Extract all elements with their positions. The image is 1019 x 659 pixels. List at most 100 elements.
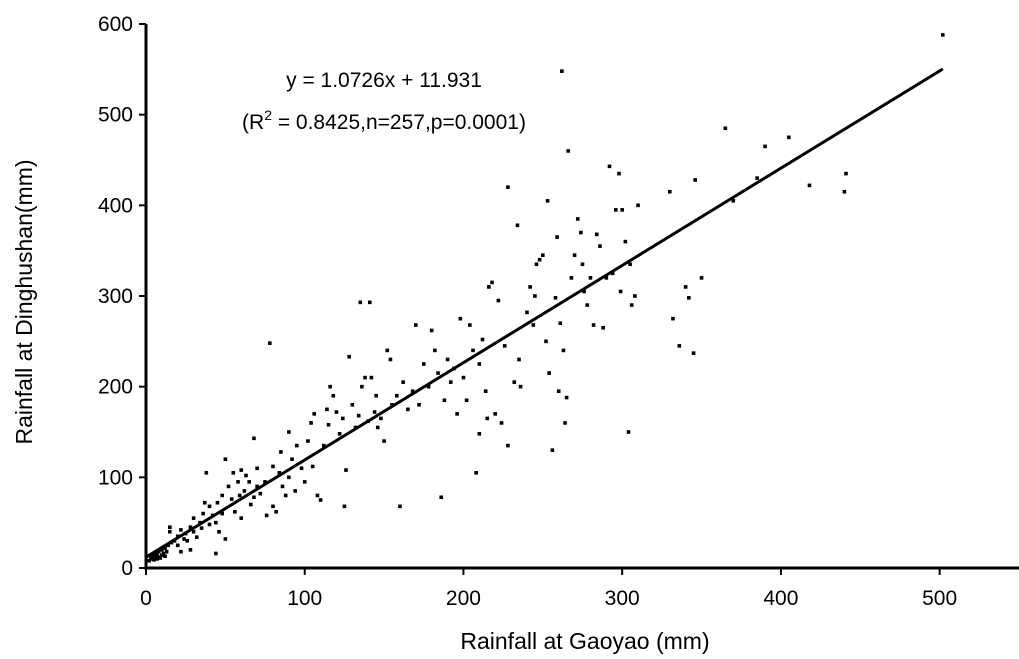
data-point (148, 555, 153, 559)
data-point (321, 443, 326, 448)
data-point (236, 480, 240, 484)
x-tick-label: 100 (287, 587, 322, 610)
data-point (163, 546, 167, 550)
data-point (556, 389, 561, 393)
y-tick-label: 300 (98, 285, 133, 308)
data-point (252, 436, 256, 441)
data-point (290, 457, 294, 461)
data-point (618, 289, 623, 294)
data-point (158, 556, 163, 560)
regression-line (145, 67, 944, 559)
data-point (310, 464, 315, 469)
data-point (374, 393, 378, 398)
data-point (160, 553, 164, 558)
data-point (468, 323, 472, 327)
data-point (842, 189, 847, 194)
data-point (294, 443, 299, 448)
data-point (152, 558, 156, 562)
data-point (231, 471, 236, 475)
data-point (563, 421, 567, 425)
x-tick-label: 500 (922, 587, 957, 610)
data-point (531, 323, 536, 327)
data-point (274, 509, 278, 514)
data-point (337, 432, 342, 436)
data-point (277, 471, 282, 475)
regression-equation: y = 1.0726x + 11.931 (286, 69, 482, 92)
data-point (421, 362, 426, 366)
data-point (287, 475, 291, 480)
y-tick-label: 200 (98, 376, 133, 399)
data-point (575, 217, 580, 221)
x-axis-title: Rainfall at Gaoyao (mm) (460, 628, 709, 654)
x-tick-label: 200 (446, 587, 481, 610)
data-point (569, 276, 574, 280)
data-point (610, 271, 615, 276)
data-point (518, 384, 523, 389)
data-point (582, 289, 586, 294)
data-point (604, 276, 609, 280)
data-point (683, 285, 688, 289)
data-point (731, 199, 736, 203)
data-point (287, 430, 291, 434)
data-point (439, 495, 444, 500)
data-point (155, 557, 159, 561)
data-point (255, 484, 259, 489)
data-point (448, 380, 453, 384)
data-point (315, 493, 320, 498)
data-point (185, 539, 190, 543)
data-point (342, 504, 347, 509)
data-point (555, 235, 559, 239)
data-point (199, 526, 204, 530)
data-point (417, 403, 421, 407)
data-point (394, 393, 399, 398)
data-point (229, 497, 234, 501)
data-point (331, 393, 336, 398)
data-point (629, 303, 634, 307)
data-point (168, 525, 172, 529)
x-tick-label: 0 (140, 587, 152, 610)
data-point (483, 389, 488, 393)
data-point (188, 548, 193, 552)
data-point (215, 500, 220, 505)
data-point (182, 537, 186, 541)
y-tick-label: 400 (98, 194, 133, 217)
data-point (318, 498, 323, 502)
stats-suffix: = 0.8425,n=257,p=0.0001) (272, 111, 526, 134)
data-point (191, 516, 196, 520)
data-point (382, 439, 386, 443)
data-point (485, 416, 490, 421)
data-point (601, 325, 605, 330)
data-point (442, 398, 447, 403)
data-point (506, 185, 510, 189)
data-point (553, 296, 558, 300)
data-point (547, 371, 551, 375)
data-point (207, 522, 212, 527)
data-point (279, 450, 283, 454)
data-point (175, 543, 180, 548)
y-tick-label: 500 (98, 104, 133, 127)
data-point (515, 223, 520, 228)
data-point (528, 285, 532, 289)
data-point (363, 375, 367, 380)
data-point (572, 253, 577, 257)
data-point (268, 341, 272, 345)
y-axis-title: Rainfall at Dinghushan(mm) (11, 159, 37, 444)
data-point (426, 384, 431, 389)
data-point (534, 262, 539, 267)
data-point (239, 516, 244, 520)
data-point (545, 199, 550, 203)
data-point (242, 489, 247, 493)
data-point (179, 528, 183, 532)
data-point (414, 323, 418, 327)
data-point (302, 480, 307, 484)
data-point (594, 232, 599, 237)
data-point (164, 549, 169, 554)
y-tick-label: 0 (121, 557, 133, 580)
data-point (623, 239, 628, 244)
data-point (223, 537, 228, 541)
x-axis-ticks: 0 100 200 300 400 500 (140, 568, 957, 610)
data-point (480, 337, 485, 342)
data-point (204, 471, 209, 475)
data-point (293, 489, 298, 493)
